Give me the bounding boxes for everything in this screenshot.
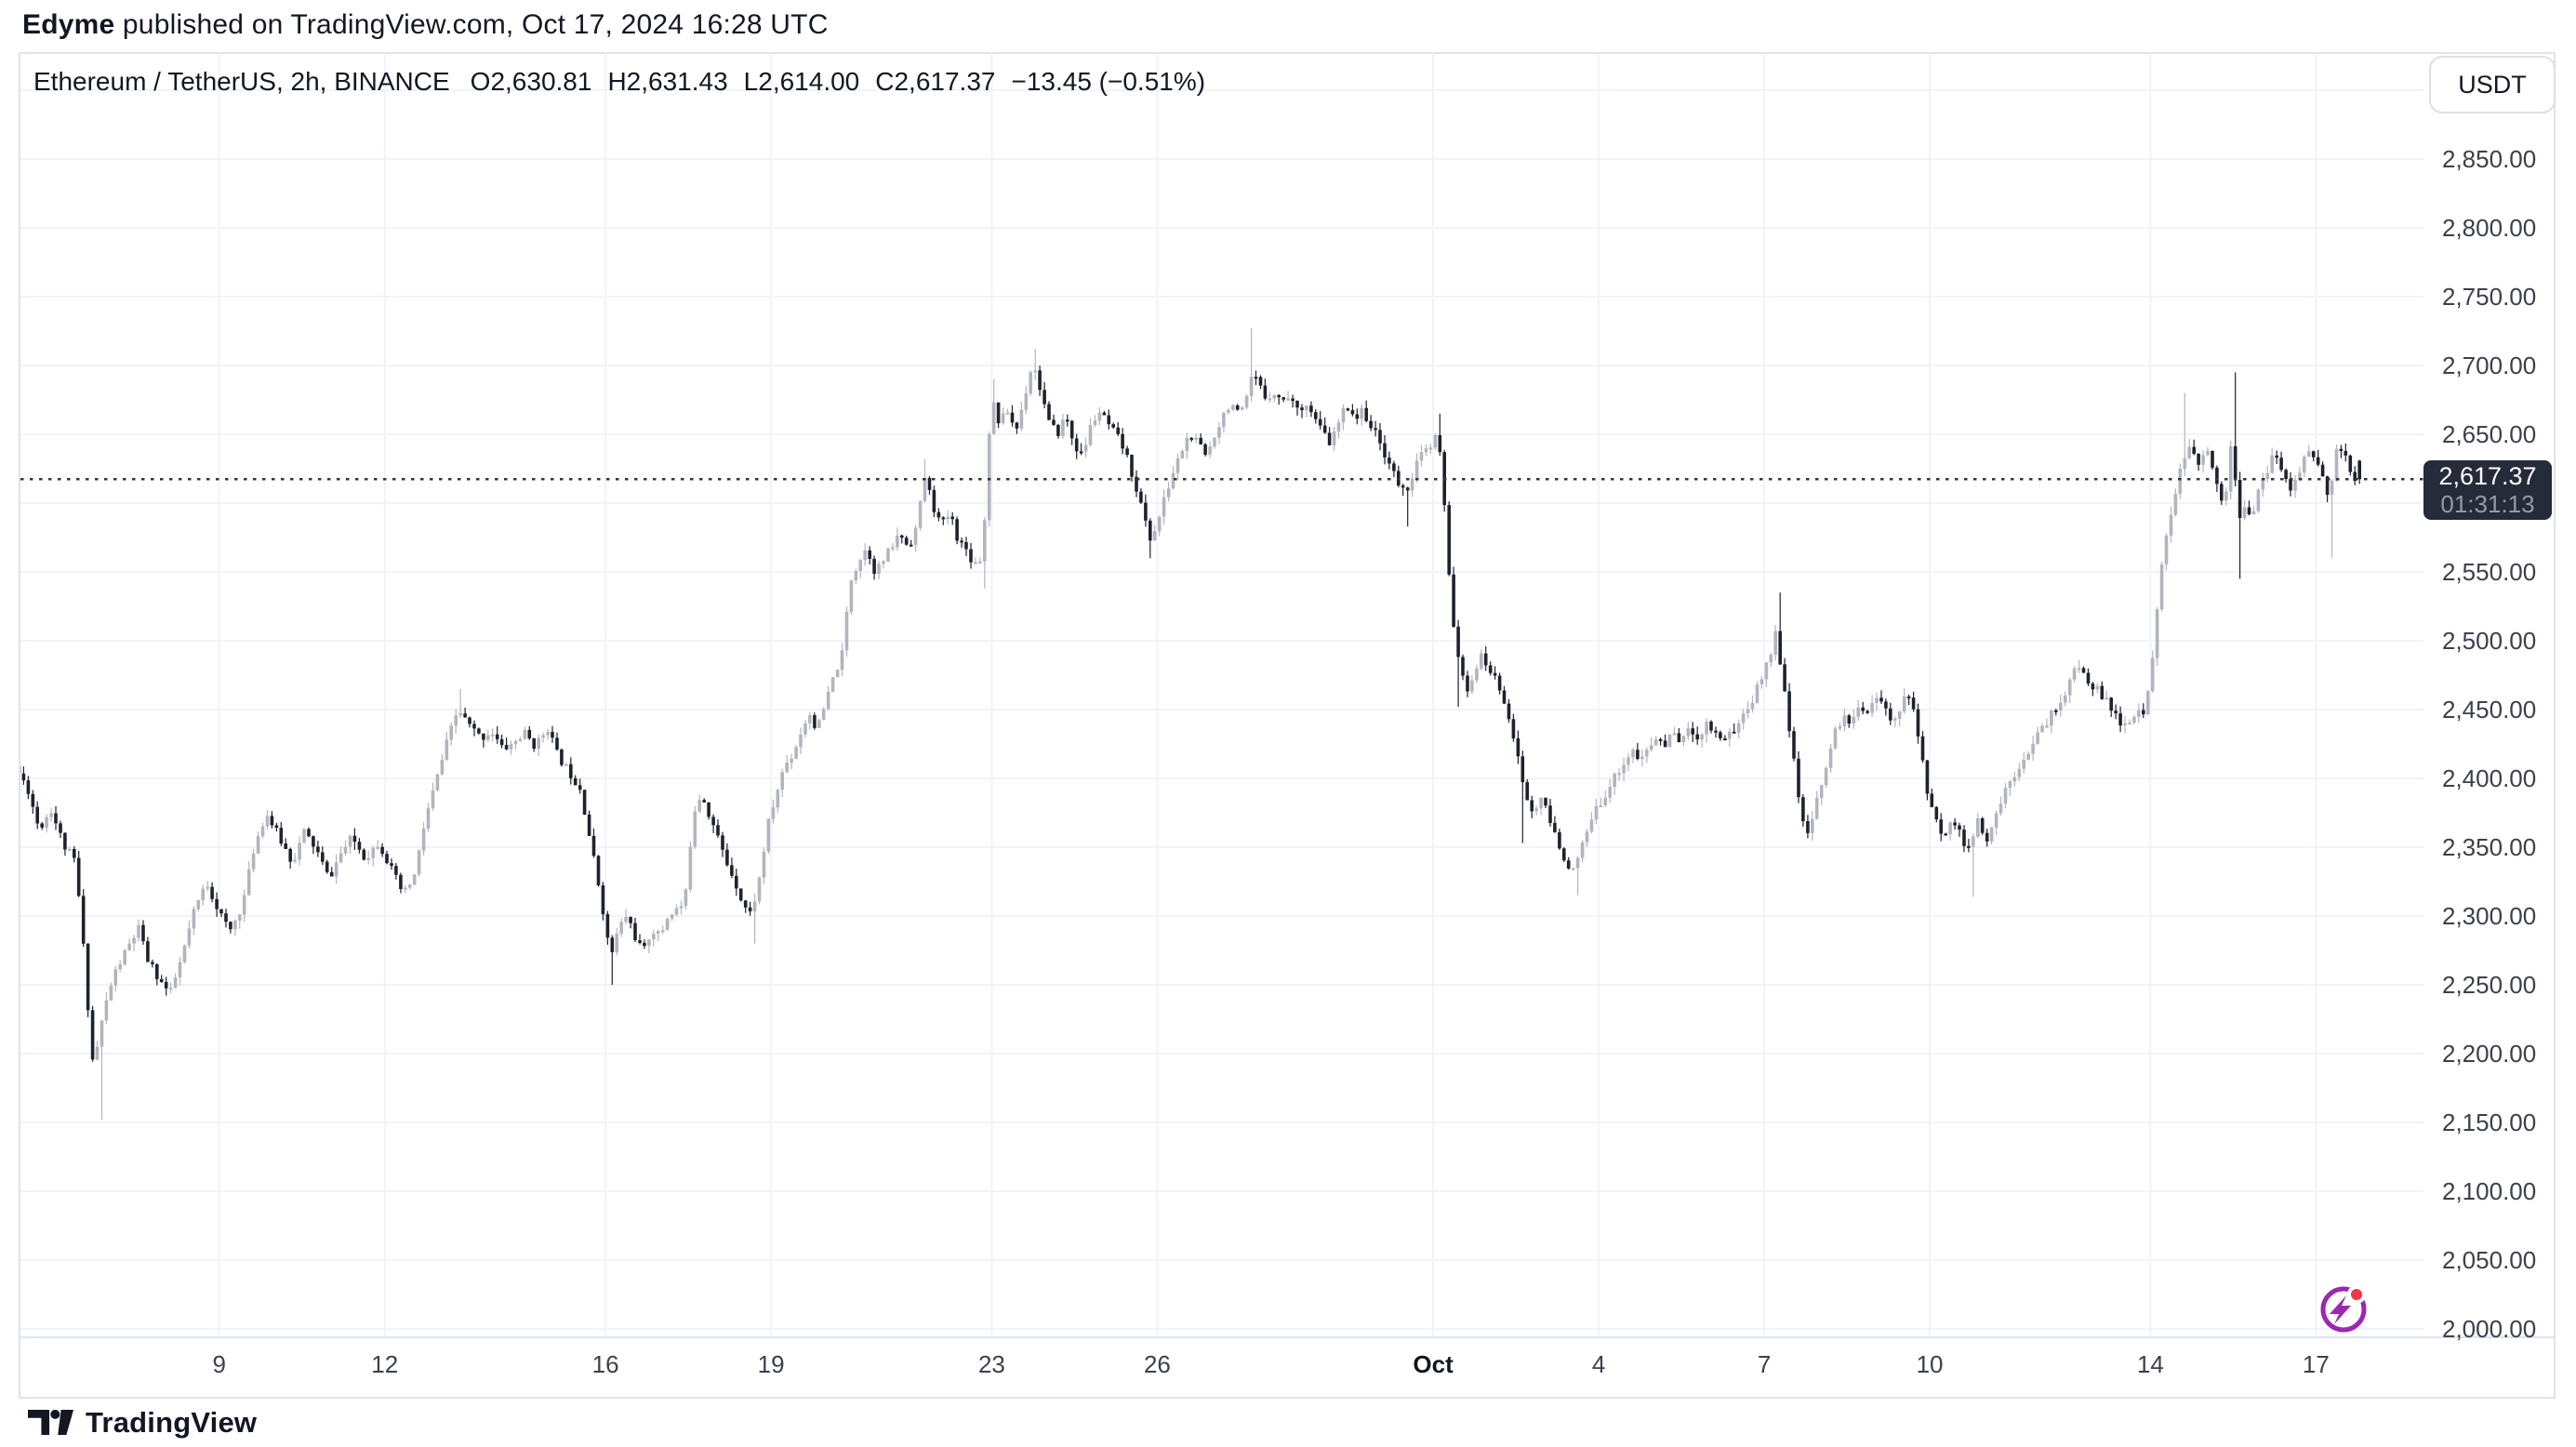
price-tick-label: 2,150.00 <box>2442 1108 2537 1136</box>
tradingview-logo-text: TradingView <box>86 1406 258 1439</box>
price-tick-label: 2,050.00 <box>2442 1246 2537 1274</box>
chart-card <box>19 52 2556 1399</box>
bar-countdown: 01:31:13 <box>2440 489 2535 518</box>
current-price-badge: 2,617.37 01:31:13 <box>2423 460 2552 520</box>
ohlc-value: H2,631.43 <box>607 67 728 96</box>
time-tick-label: Oct <box>1413 1350 1454 1378</box>
symbol-legend[interactable]: Ethereum / TetherUS, 2h, BINANCE O2,630.8… <box>33 67 1221 97</box>
ohlc-value: O2,630.81 <box>470 67 592 96</box>
time-tick-label: 12 <box>371 1350 399 1378</box>
symbol-title[interactable]: Ethereum / TetherUS, 2h, BINANCE <box>33 67 450 96</box>
time-tick-label: 9 <box>212 1350 226 1378</box>
time-tick-label: 7 <box>1757 1350 1772 1378</box>
notification-dot <box>2347 1285 2366 1304</box>
ohlc-value: L2,614.00 <box>743 67 860 96</box>
publish-text: published on TradingView.com, Oct 17, 20… <box>114 9 829 40</box>
publish-author: Edyme <box>22 9 115 40</box>
time-tick-label: 19 <box>757 1350 785 1378</box>
price-tick-label: 2,850.00 <box>2442 145 2537 173</box>
ohlc-value: −13.45 (−0.51%) <box>1011 67 1206 96</box>
price-tick-label: 2,350.00 <box>2442 833 2537 861</box>
price-tick-label: 2,400.00 <box>2442 764 2537 792</box>
time-tick-label: 10 <box>1916 1350 1944 1378</box>
time-tick-label: 23 <box>977 1350 1005 1378</box>
price-tick-label: 2,200.00 <box>2442 1040 2537 1068</box>
time-tick-label: 26 <box>1143 1350 1171 1378</box>
lightning-bolt-icon <box>2330 1295 2351 1324</box>
price-tick-label: 2,550.00 <box>2442 558 2537 586</box>
price-tick-label: 2,450.00 <box>2442 696 2537 724</box>
lightning-icon[interactable] <box>2297 1267 2383 1352</box>
current-price-label: 2,617.37 <box>2438 462 2537 491</box>
ohlc-value: C2,617.37 <box>875 67 996 96</box>
tradingview-logo[interactable]: TradingView <box>28 1406 257 1440</box>
time-tick-label: 14 <box>2136 1350 2164 1378</box>
price-tick-label: 2,000.00 <box>2442 1315 2537 1343</box>
ohlc-readout: O2,630.81 H2,631.43 L2,614.00 C2,617.37 −13.… <box>471 67 1221 96</box>
currency-toggle-button[interactable]: USDT <box>2429 56 2556 113</box>
price-tick-label: 2,100.00 <box>2442 1177 2537 1205</box>
tradingview-glyph-icon <box>28 1409 74 1435</box>
price-tick-label: 2,250.00 <box>2442 971 2537 999</box>
time-tick-label: 17 <box>2302 1350 2330 1378</box>
price-tick-label: 2,500.00 <box>2442 627 2537 655</box>
time-tick-label: 16 <box>591 1350 619 1378</box>
price-tick-label: 2,800.00 <box>2442 214 2537 242</box>
publish-caption: Edyme published on TradingView.com, Oct … <box>22 9 829 41</box>
price-tick-label: 2,300.00 <box>2442 902 2537 930</box>
price-tick-label: 2,700.00 <box>2442 352 2537 379</box>
price-tick-label: 2,650.00 <box>2442 420 2537 448</box>
price-tick-label: 2,750.00 <box>2442 283 2537 311</box>
time-tick-label: 4 <box>1591 1350 1606 1378</box>
lightning-circle <box>2320 1286 2367 1333</box>
